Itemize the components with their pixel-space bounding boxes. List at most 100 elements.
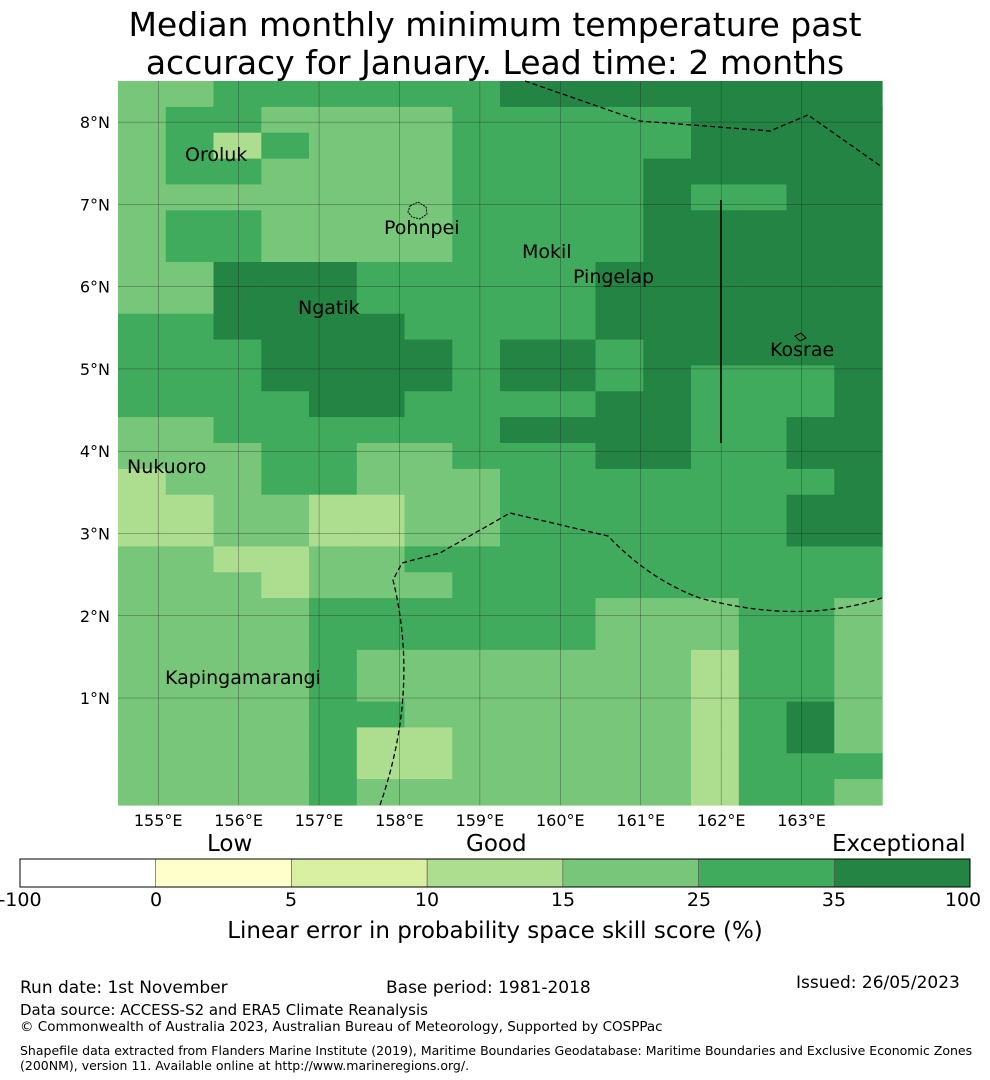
skill-cell — [404, 184, 453, 211]
skill-cell — [309, 546, 358, 573]
skill-cell — [786, 727, 835, 754]
skill-cell — [261, 779, 310, 806]
skill-cell — [500, 417, 549, 444]
skill-cell — [404, 468, 453, 496]
skill-cell — [738, 779, 788, 806]
skill-cell — [547, 598, 597, 625]
skill-cell — [309, 417, 358, 444]
skill-cell — [261, 494, 310, 522]
skill-cell — [691, 727, 740, 754]
skill-cell — [786, 365, 835, 392]
skill-cell — [356, 727, 406, 754]
skill-cell — [786, 494, 835, 522]
skill-cell — [595, 727, 644, 754]
skill-cell — [738, 675, 788, 703]
skill-cell — [786, 417, 835, 444]
skill-cell — [691, 158, 740, 186]
colorbar-tick-label: -100 — [0, 889, 42, 911]
skill-cell — [595, 313, 644, 341]
skill-cell — [643, 262, 692, 289]
skill-cell — [786, 132, 835, 160]
skill-cell — [213, 339, 262, 367]
skill-cell — [261, 313, 310, 341]
skill-cell — [500, 520, 549, 548]
skill-cell — [118, 184, 167, 211]
skill-cell — [356, 494, 406, 522]
skill-cell — [309, 494, 358, 522]
skill-cell — [165, 365, 215, 392]
skill-cell — [309, 262, 358, 289]
x-tick-label: 157°E — [295, 811, 344, 830]
skill-cell — [786, 339, 835, 367]
skill-cell — [834, 701, 883, 729]
skill-cell — [643, 236, 692, 263]
colorbar-segment — [426, 858, 564, 888]
skill-cell — [691, 520, 740, 548]
skill-cell — [786, 546, 835, 573]
skill-cell — [500, 391, 549, 418]
skill-cell — [547, 417, 597, 444]
skill-cell — [643, 494, 692, 522]
skill-cell — [118, 287, 167, 315]
skill-cell — [595, 494, 644, 522]
skill-cell — [213, 520, 262, 548]
skill-cell — [738, 520, 788, 548]
skill-cell — [786, 520, 835, 548]
skill-cell — [261, 649, 310, 677]
data-source: Data source: ACCESS-S2 and ERA5 Climate … — [20, 1001, 428, 1019]
skill-cell — [452, 287, 501, 315]
skill-cell — [643, 468, 692, 496]
skill-cell — [595, 572, 644, 599]
skill-cell — [547, 546, 597, 573]
skill-cell — [404, 287, 453, 315]
skill-cell — [309, 520, 358, 548]
skill-cell — [118, 365, 167, 392]
x-tick-label: 159°E — [456, 811, 505, 830]
skill-cell — [452, 106, 501, 134]
skill-cell — [213, 184, 262, 211]
skill-cell — [500, 313, 549, 341]
skill-cell — [118, 779, 167, 806]
skill-cell — [738, 313, 788, 341]
skill-cell — [738, 546, 788, 573]
skill-cell — [452, 649, 501, 677]
skill-cell — [643, 391, 692, 418]
skill-cell — [452, 417, 501, 444]
skill-cell — [547, 184, 597, 211]
skill-cell — [309, 81, 406, 108]
skill-cell — [404, 779, 453, 806]
skill-cell — [547, 262, 597, 289]
place-label-mokil: Mokil — [522, 241, 572, 263]
skill-cell — [309, 287, 358, 315]
skill-cell — [118, 494, 167, 522]
skill-cell — [118, 210, 167, 237]
skill-cell — [118, 546, 167, 573]
skill-cell — [643, 753, 692, 780]
skill-cell — [643, 132, 692, 160]
skill-cell — [834, 727, 883, 754]
place-label-pingelap: Pingelap — [573, 266, 654, 288]
skill-cell — [404, 158, 453, 186]
skill-cell — [547, 624, 597, 651]
skill-cell — [165, 572, 215, 599]
skill-cell — [834, 443, 883, 470]
skill-cell — [595, 391, 644, 418]
skill-cell — [738, 727, 788, 754]
skill-cell — [404, 106, 453, 134]
skill-cell — [213, 701, 262, 729]
skill-cell — [643, 779, 692, 806]
skill-cell — [118, 339, 167, 367]
skill-cell — [500, 753, 549, 780]
skill-cell — [643, 701, 692, 729]
skill-cell — [404, 262, 453, 289]
eez-boundary-north — [524, 80, 883, 168]
skill-cell — [213, 262, 262, 289]
skill-cell — [118, 417, 167, 444]
skill-cell — [738, 443, 788, 470]
skill-cell — [213, 649, 262, 677]
skill-cell — [404, 753, 453, 780]
skill-cell — [547, 572, 597, 599]
skill-cell — [786, 262, 835, 289]
skill-cell — [261, 210, 310, 237]
skill-cell — [261, 236, 310, 263]
